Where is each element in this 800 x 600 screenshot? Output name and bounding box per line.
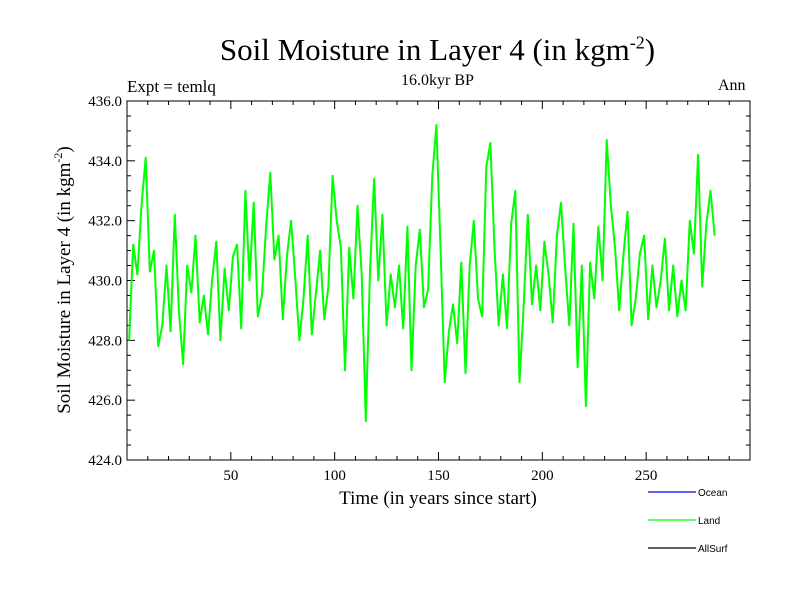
series-line-land [128, 123, 716, 423]
chart-title: Soil Moisture in Layer 4 (in kgm-2) [219, 32, 656, 67]
y-tick-label: 424.0 [88, 453, 122, 469]
x-tick-label: 200 [531, 468, 554, 484]
x-tick-label: 50 [223, 468, 238, 484]
legend-label-allsurf: AllSurf [698, 544, 728, 555]
y-tick-label: 430.0 [88, 274, 122, 290]
chart-subtitle: 16.0kyr BP [401, 72, 474, 89]
legend-label-ocean: Ocean [698, 488, 727, 499]
experiment-label: Expt = temlq [127, 77, 216, 96]
y-tick-label: 426.0 [88, 393, 122, 409]
period-label: Ann [718, 77, 746, 94]
x-tick-label: 100 [323, 468, 346, 484]
y-tick-label: 434.0 [88, 154, 122, 170]
legend-label-land: Land [698, 516, 720, 527]
plot-frame [126, 100, 751, 461]
y-axis-title: Soil Moisture in Layer 4 (in kgm-2) [51, 146, 75, 414]
y-tick-label: 436.0 [88, 94, 122, 110]
x-tick-label: 250 [635, 468, 658, 484]
x-tick-label: 150 [427, 468, 450, 484]
y-tick-label: 432.0 [88, 214, 122, 230]
y-tick-label: 428.0 [88, 333, 122, 349]
x-axis-title: Time (in years since start) [339, 488, 537, 509]
